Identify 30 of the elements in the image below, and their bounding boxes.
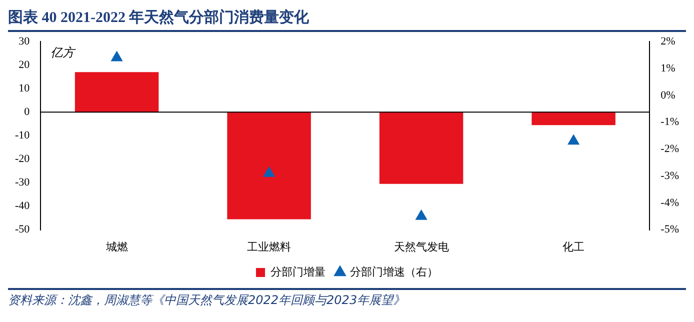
y2-tick-label: 2% xyxy=(660,35,676,48)
y2-tick-label: 1% xyxy=(660,62,676,74)
y2-tick-label: -5% xyxy=(660,224,679,236)
y-tick-label: -30 xyxy=(14,176,30,189)
x-tick-label: 城燃 xyxy=(104,240,128,254)
y-tick-label: 10 xyxy=(18,82,30,95)
legend-label: 分部门增量 xyxy=(270,265,326,278)
point xyxy=(111,51,122,62)
y2-tick-label: -4% xyxy=(660,196,679,209)
y-tick-label: 30 xyxy=(18,35,30,48)
point xyxy=(263,166,275,177)
y2-tick-label: -2% xyxy=(660,143,679,156)
point xyxy=(568,134,580,145)
x-tick-label: 工业燃料 xyxy=(247,240,292,254)
x-tick-label: 天然气发电 xyxy=(394,240,449,254)
y2-tick-label: -3% xyxy=(660,170,679,182)
y-tick-label: -50 xyxy=(14,224,30,236)
y-tick-label: -40 xyxy=(14,200,30,212)
y2-tick-label: 0% xyxy=(660,89,676,102)
y-tick-label: 20 xyxy=(18,59,30,72)
y-tick-label: -10 xyxy=(14,130,30,142)
chart-title: 图表 40 2021-2022 年天然气分部门消费量变化 xyxy=(8,8,686,32)
y-tick-label: 0 xyxy=(24,106,30,118)
y-axis-title: 亿方 xyxy=(50,46,77,60)
text: 资料来源：沈鑫，周淑慧等《中国天然气发展2022年回顾与2023年展望》 xyxy=(8,288,686,309)
legend-label: 分部门增速（右） xyxy=(350,265,438,278)
x-tick-label: 化工 xyxy=(562,240,585,254)
y-tick-label: -20 xyxy=(14,153,30,166)
point xyxy=(416,210,427,220)
y2-tick-label: -1% xyxy=(660,116,679,128)
